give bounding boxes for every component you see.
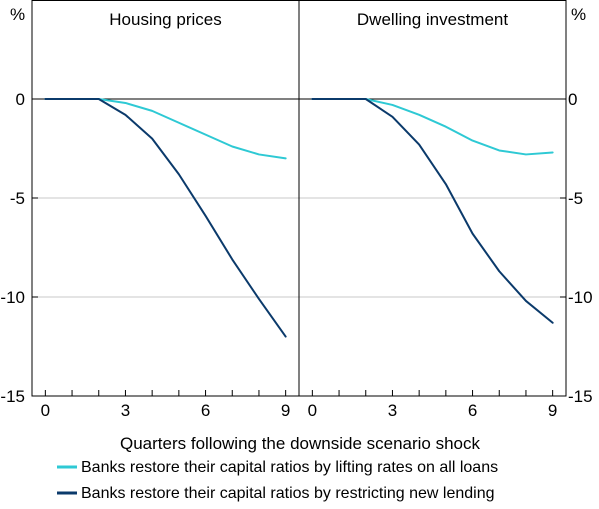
x-tick-label: 0: [308, 401, 317, 420]
y-tick-label-right: -5: [568, 189, 583, 208]
y-unit-label-right: %: [571, 5, 586, 24]
y-tick-label-left: -10: [0, 288, 25, 307]
y-tick-label-left: 0: [16, 90, 25, 109]
panel-title: Housing prices: [109, 10, 221, 29]
y-tick-label-right: 0: [568, 90, 577, 109]
series-line-panel1-2: [44, 98, 287, 338]
x-tick-label: 9: [548, 401, 557, 420]
x-tick-label: 3: [121, 401, 130, 420]
y-tick-label-left: -15: [0, 387, 25, 406]
y-tick-label-right: -15: [568, 387, 593, 406]
legend-label-2: Banks restore their capital ratios by re…: [81, 485, 495, 502]
y-unit-label-left: %: [10, 5, 25, 24]
x-tick-label: 6: [201, 401, 210, 420]
x-tick-label: 3: [388, 401, 397, 420]
x-tick-label: 0: [41, 401, 50, 420]
series-line-panel2-2: [311, 98, 554, 324]
x-tick-label: 9: [281, 401, 290, 420]
series-line-panel1-1: [44, 98, 287, 160]
legend-label-1: Banks restore their capital ratios by li…: [81, 459, 498, 476]
y-tick-label-left: -5: [10, 189, 25, 208]
series-line-panel2-1: [311, 98, 554, 156]
x-tick-label: 6: [468, 401, 477, 420]
panel-title: Dwelling investment: [357, 10, 508, 29]
y-tick-label-right: -10: [568, 288, 593, 307]
x-axis-label: Quarters following the downside scenario…: [120, 434, 481, 453]
